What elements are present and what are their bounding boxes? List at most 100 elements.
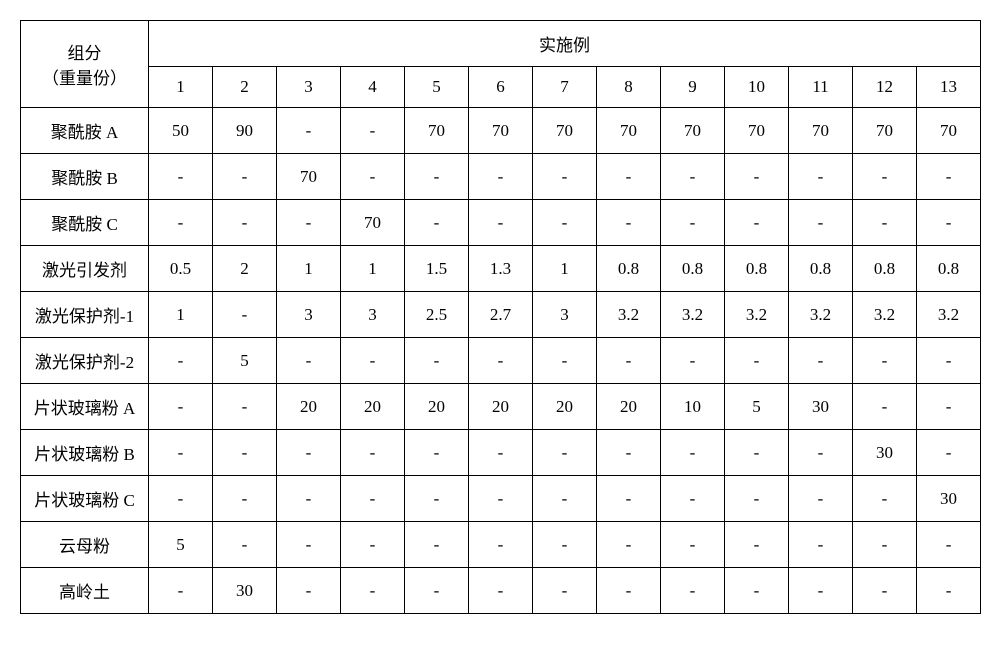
header-component-line2: （重量份） bbox=[42, 69, 127, 88]
cell: 1.3 bbox=[469, 246, 533, 292]
cell: 1 bbox=[533, 246, 597, 292]
cell: - bbox=[597, 200, 661, 246]
cell: - bbox=[469, 338, 533, 384]
cell: 2.5 bbox=[405, 292, 469, 338]
cell: 20 bbox=[469, 384, 533, 430]
cell: 20 bbox=[405, 384, 469, 430]
cell: 0.8 bbox=[597, 246, 661, 292]
cell: 5 bbox=[725, 384, 789, 430]
cell: - bbox=[149, 384, 213, 430]
cell: - bbox=[789, 338, 853, 384]
cell: - bbox=[917, 200, 981, 246]
cell: 70 bbox=[469, 108, 533, 154]
cell: 3.2 bbox=[661, 292, 725, 338]
row-label: 片状玻璃粉 B bbox=[21, 430, 149, 476]
cell: - bbox=[533, 568, 597, 614]
example-number-11: 11 bbox=[789, 67, 853, 108]
cell: 5 bbox=[149, 522, 213, 568]
cell: - bbox=[853, 384, 917, 430]
cell: - bbox=[213, 476, 277, 522]
cell: - bbox=[661, 522, 725, 568]
cell: - bbox=[213, 430, 277, 476]
cell: - bbox=[853, 568, 917, 614]
table-row: 云母粉5------------ bbox=[21, 522, 981, 568]
cell: 20 bbox=[533, 384, 597, 430]
cell: - bbox=[277, 568, 341, 614]
cell: 0.5 bbox=[149, 246, 213, 292]
cell: - bbox=[917, 430, 981, 476]
cell: - bbox=[405, 430, 469, 476]
cell: - bbox=[533, 154, 597, 200]
cell: - bbox=[917, 384, 981, 430]
cell: 3 bbox=[277, 292, 341, 338]
cell: - bbox=[597, 154, 661, 200]
cell: - bbox=[661, 200, 725, 246]
cell: - bbox=[853, 338, 917, 384]
table-row: 聚酰胺 A5090--707070707070707070 bbox=[21, 108, 981, 154]
cell: - bbox=[341, 430, 405, 476]
example-number-5: 5 bbox=[405, 67, 469, 108]
cell: 0.8 bbox=[661, 246, 725, 292]
header-row-1: 组分 （重量份） 实施例 bbox=[21, 21, 981, 67]
row-label: 聚酰胺 C bbox=[21, 200, 149, 246]
table-row: 高岭土-30----------- bbox=[21, 568, 981, 614]
cell: 70 bbox=[725, 108, 789, 154]
row-label: 片状玻璃粉 A bbox=[21, 384, 149, 430]
cell: - bbox=[533, 200, 597, 246]
cell: - bbox=[469, 568, 533, 614]
cell: - bbox=[469, 430, 533, 476]
cell: 5 bbox=[213, 338, 277, 384]
cell: - bbox=[149, 200, 213, 246]
cell: 0.8 bbox=[789, 246, 853, 292]
cell: - bbox=[469, 200, 533, 246]
cell: 0.8 bbox=[725, 246, 789, 292]
cell: - bbox=[277, 108, 341, 154]
cell: 0.8 bbox=[917, 246, 981, 292]
cell: 70 bbox=[661, 108, 725, 154]
cell: - bbox=[405, 154, 469, 200]
cell: 1.5 bbox=[405, 246, 469, 292]
cell: - bbox=[533, 338, 597, 384]
cell: 20 bbox=[341, 384, 405, 430]
cell: 90 bbox=[213, 108, 277, 154]
cell: 1 bbox=[341, 246, 405, 292]
example-number-9: 9 bbox=[661, 67, 725, 108]
row-label: 聚酰胺 B bbox=[21, 154, 149, 200]
cell: 70 bbox=[853, 108, 917, 154]
cell: - bbox=[469, 476, 533, 522]
cell: - bbox=[213, 522, 277, 568]
cell: - bbox=[469, 522, 533, 568]
cell: - bbox=[725, 430, 789, 476]
table-body: 聚酰胺 A5090--707070707070707070聚酰胺 B--70--… bbox=[21, 108, 981, 614]
cell: - bbox=[533, 522, 597, 568]
cell: - bbox=[661, 338, 725, 384]
cell: 0.8 bbox=[853, 246, 917, 292]
cell: - bbox=[661, 154, 725, 200]
cell: 30 bbox=[917, 476, 981, 522]
example-number-1: 1 bbox=[149, 67, 213, 108]
cell: 70 bbox=[597, 108, 661, 154]
cell: 3.2 bbox=[917, 292, 981, 338]
cell: 3.2 bbox=[725, 292, 789, 338]
cell: - bbox=[341, 338, 405, 384]
cell: 3.2 bbox=[789, 292, 853, 338]
table-row: 片状玻璃粉 B-----------30- bbox=[21, 430, 981, 476]
cell: - bbox=[853, 154, 917, 200]
row-label: 激光保护剂-1 bbox=[21, 292, 149, 338]
cell: - bbox=[725, 476, 789, 522]
cell: - bbox=[917, 522, 981, 568]
cell: - bbox=[789, 200, 853, 246]
cell: 3 bbox=[533, 292, 597, 338]
cell: - bbox=[917, 568, 981, 614]
row-label: 聚酰胺 A bbox=[21, 108, 149, 154]
cell: - bbox=[213, 154, 277, 200]
cell: - bbox=[213, 384, 277, 430]
cell: - bbox=[405, 568, 469, 614]
cell: 3.2 bbox=[597, 292, 661, 338]
cell: - bbox=[341, 154, 405, 200]
cell: - bbox=[789, 430, 853, 476]
row-label: 云母粉 bbox=[21, 522, 149, 568]
cell: - bbox=[149, 430, 213, 476]
cell: - bbox=[725, 522, 789, 568]
cell: - bbox=[789, 476, 853, 522]
